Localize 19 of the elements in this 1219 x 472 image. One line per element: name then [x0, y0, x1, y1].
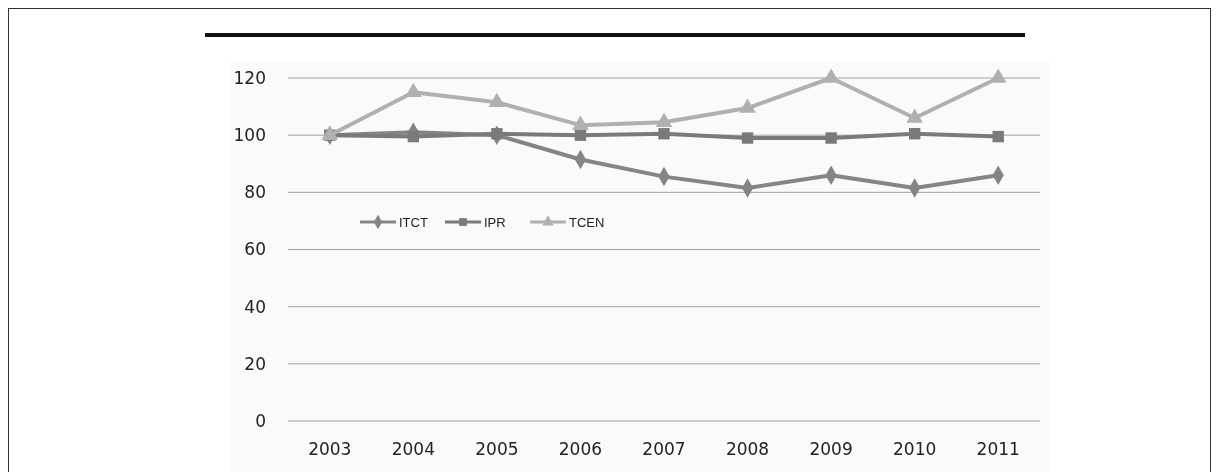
legend-label: ITCT [399, 214, 428, 230]
legend-label: IPR [484, 214, 506, 230]
x-tick-label: 2005 [475, 438, 519, 459]
x-tick-label: 2009 [809, 438, 853, 459]
x-tick-label: 2011 [976, 438, 1020, 459]
y-tick-label: 120 [233, 67, 266, 88]
x-tick-label: 2006 [558, 438, 603, 459]
y-tick-label: 80 [244, 182, 266, 203]
y-tick-label: 60 [244, 239, 266, 260]
x-tick-label: 2007 [642, 438, 686, 459]
y-tick-label: 100 [233, 125, 266, 146]
x-tick-label: 2008 [725, 438, 770, 459]
legend-label: TCEN [569, 214, 605, 230]
y-tick-label: 0 [255, 410, 266, 431]
y-tick-label: 40 [244, 296, 266, 317]
x-tick-label: 2003 [308, 438, 352, 459]
y-tick-label: 20 [244, 353, 266, 374]
x-tick-label: 2004 [391, 438, 435, 459]
x-tick-label: 2010 [893, 438, 937, 459]
